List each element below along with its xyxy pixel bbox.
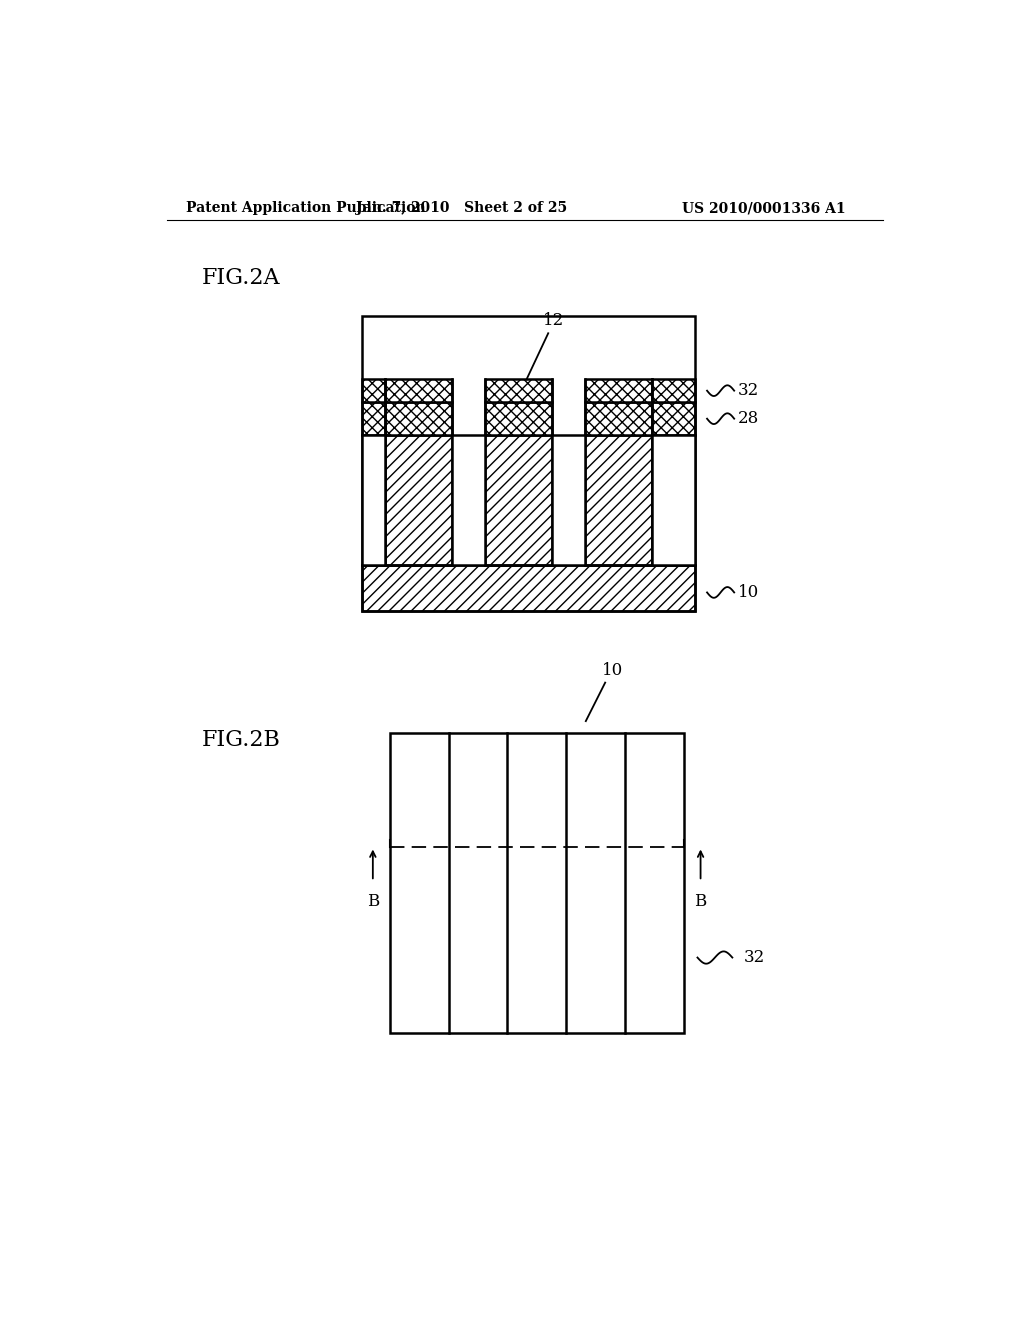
Text: 10: 10 xyxy=(738,583,760,601)
Bar xyxy=(586,401,652,436)
Bar xyxy=(362,401,385,436)
Bar xyxy=(652,436,695,565)
Bar xyxy=(485,436,552,565)
Bar xyxy=(586,379,652,401)
Bar xyxy=(652,379,695,401)
Bar xyxy=(586,436,652,565)
Bar xyxy=(385,401,453,436)
Text: FIG.2B: FIG.2B xyxy=(202,729,281,751)
Text: Patent Application Publication: Patent Application Publication xyxy=(186,202,426,215)
Bar xyxy=(385,379,453,401)
Text: US 2010/0001336 A1: US 2010/0001336 A1 xyxy=(682,202,846,215)
Bar xyxy=(453,436,485,565)
Bar xyxy=(362,436,385,565)
Bar xyxy=(552,436,586,565)
Text: 10: 10 xyxy=(602,661,624,678)
Text: 12: 12 xyxy=(543,313,564,330)
Text: 32: 32 xyxy=(744,949,765,966)
Bar xyxy=(652,436,695,565)
Bar xyxy=(385,379,453,401)
Bar xyxy=(485,401,552,436)
Text: FIG.2A: FIG.2A xyxy=(202,267,281,289)
Bar xyxy=(362,315,695,611)
Bar xyxy=(652,401,695,436)
Bar xyxy=(586,379,652,401)
Text: B: B xyxy=(694,892,707,909)
Bar xyxy=(485,436,552,565)
Bar xyxy=(390,733,684,1032)
Bar xyxy=(652,436,695,565)
Bar xyxy=(652,379,695,401)
Bar xyxy=(362,436,385,565)
Bar xyxy=(362,565,695,611)
Text: B: B xyxy=(367,892,379,909)
Text: 32: 32 xyxy=(738,383,760,399)
Bar xyxy=(385,436,453,565)
Bar xyxy=(485,379,552,401)
Bar xyxy=(362,401,385,436)
Bar xyxy=(652,401,695,436)
Text: Jan. 7, 2010   Sheet 2 of 25: Jan. 7, 2010 Sheet 2 of 25 xyxy=(355,202,567,215)
Text: 28: 28 xyxy=(738,411,760,428)
Bar xyxy=(586,436,652,565)
Bar xyxy=(362,379,385,401)
Bar xyxy=(385,436,453,565)
Bar xyxy=(586,401,652,436)
Bar xyxy=(362,436,385,565)
Bar xyxy=(362,565,695,611)
Bar xyxy=(362,379,385,401)
Bar xyxy=(385,401,453,436)
Bar xyxy=(485,401,552,436)
Bar xyxy=(485,379,552,401)
